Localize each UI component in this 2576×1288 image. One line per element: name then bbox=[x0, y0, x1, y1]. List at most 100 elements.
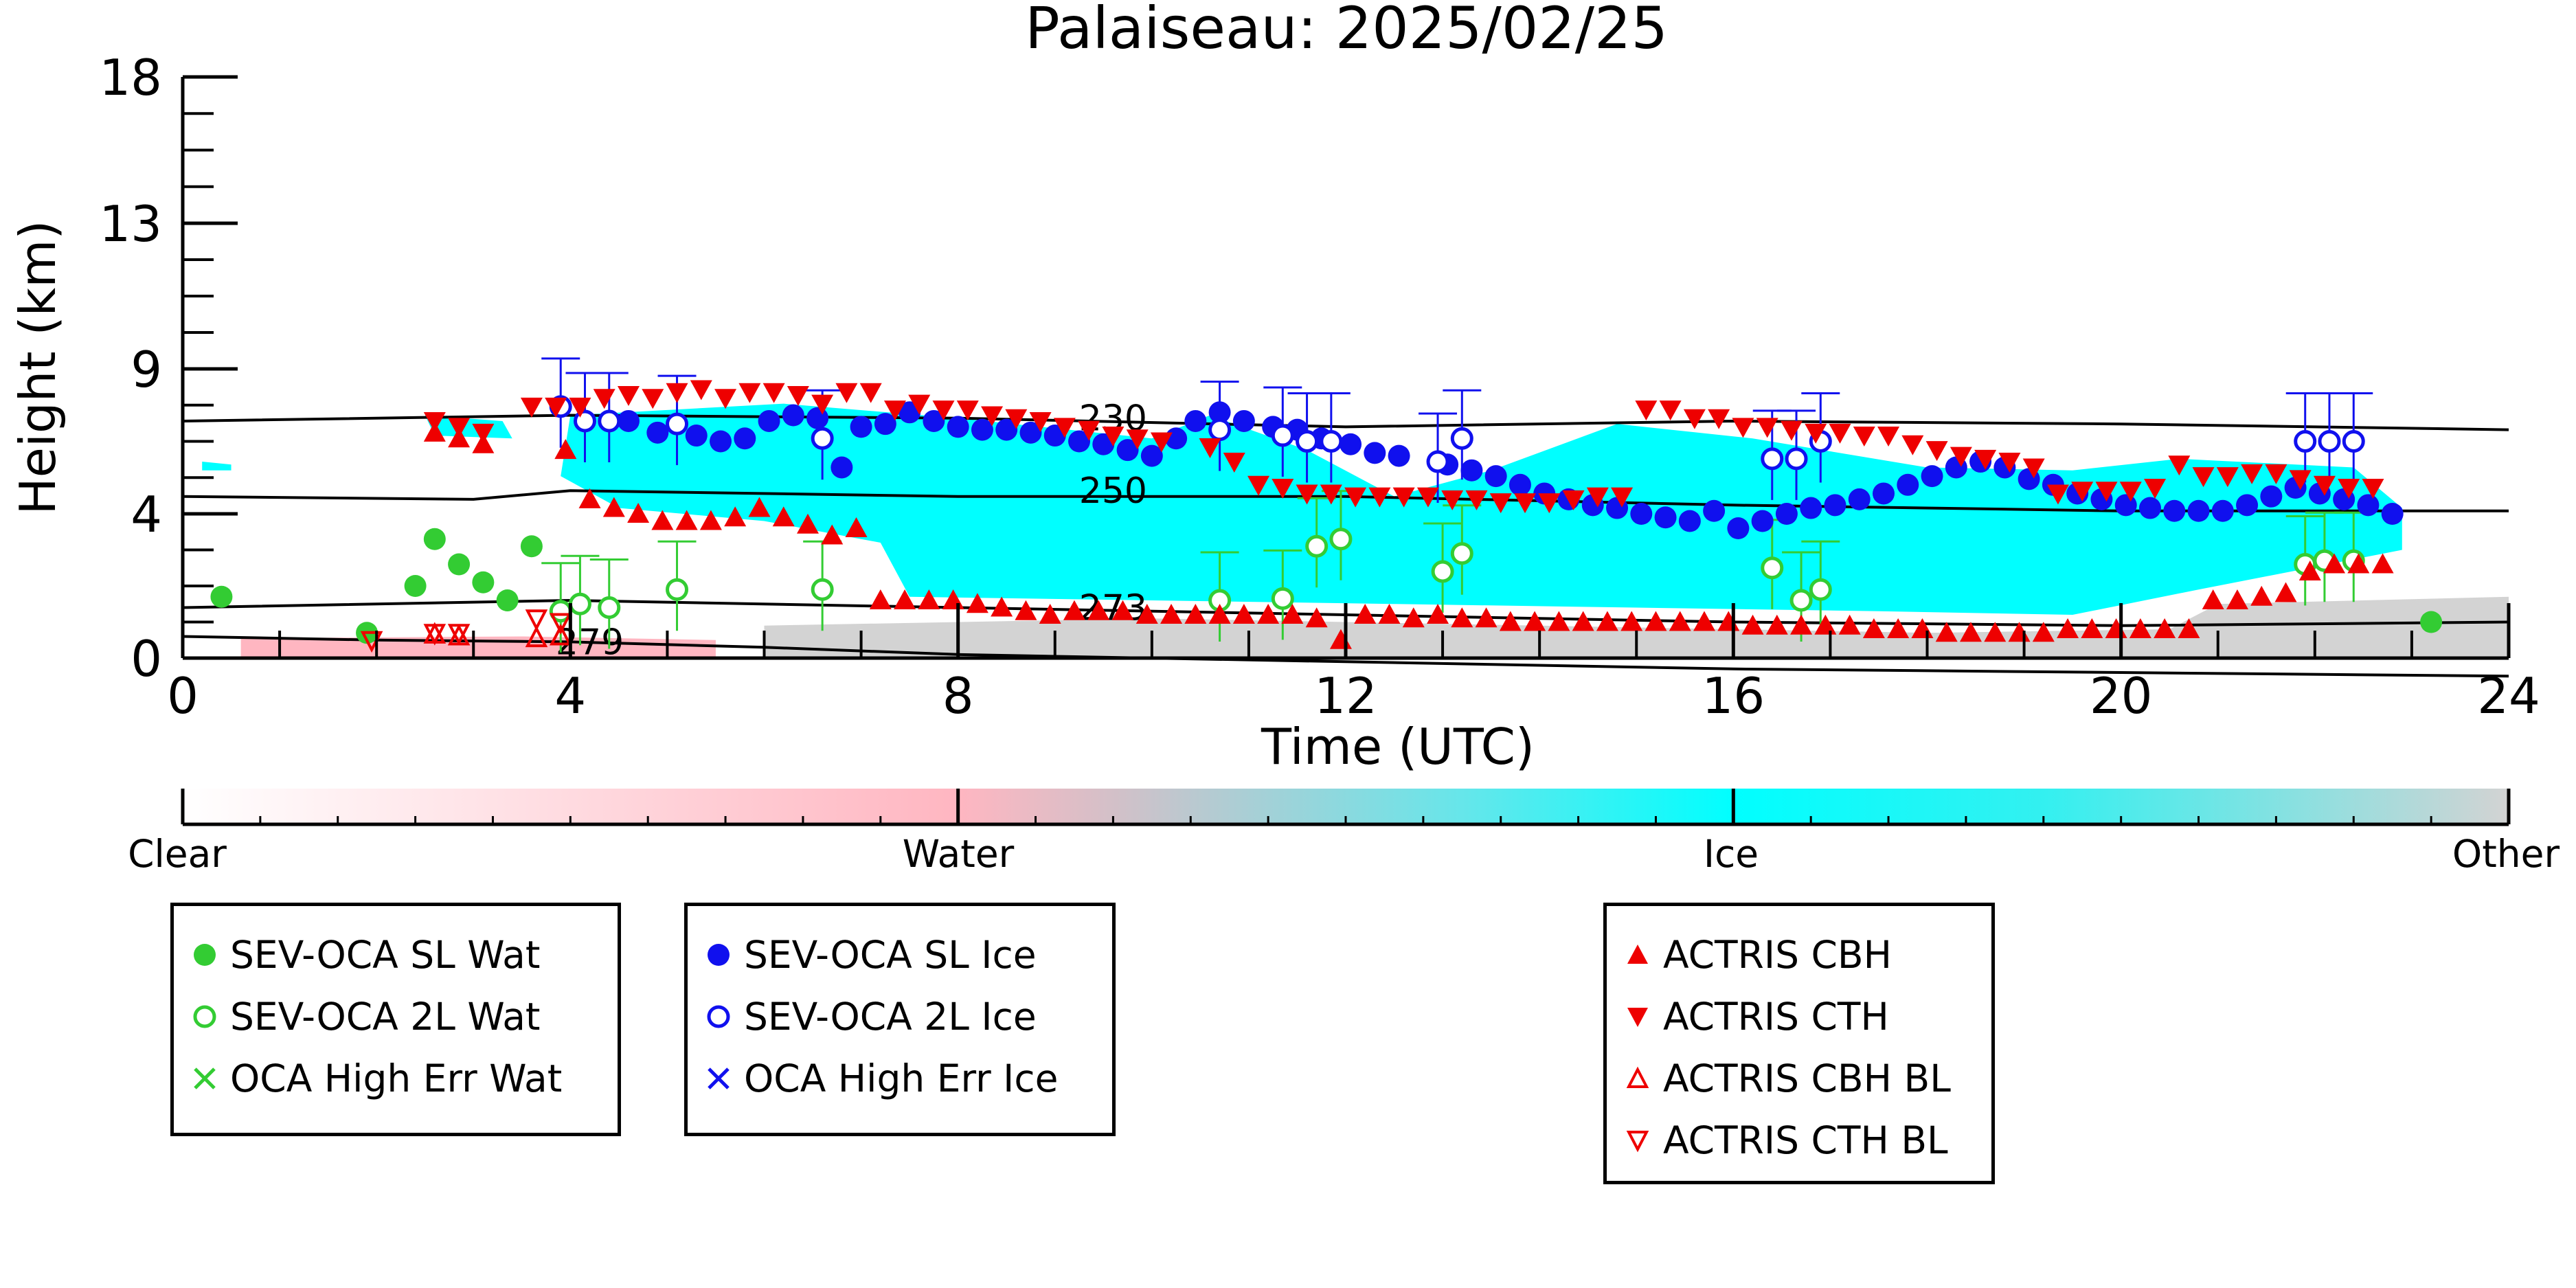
data-point bbox=[811, 427, 834, 450]
y-tick-label: 13 bbox=[99, 195, 162, 253]
data-point bbox=[1150, 432, 1173, 453]
data-point bbox=[1887, 618, 1910, 638]
data-point bbox=[1877, 427, 1900, 447]
data-point bbox=[787, 385, 809, 406]
data-point bbox=[573, 409, 596, 433]
data-point bbox=[1305, 534, 1329, 558]
red-open-triangle-down-icon bbox=[1626, 1131, 1649, 1153]
data-point bbox=[520, 397, 543, 418]
data-point bbox=[2095, 482, 2118, 502]
colorbar-ticks bbox=[181, 789, 2511, 824]
data-point bbox=[1416, 487, 1439, 508]
series-sev-oca-sl-wat bbox=[210, 528, 2443, 644]
data-point bbox=[2192, 467, 2215, 488]
data-point bbox=[593, 389, 615, 409]
data-point bbox=[2057, 618, 2079, 638]
data-point bbox=[1208, 604, 1231, 624]
data-point bbox=[1911, 618, 1934, 638]
ice-region-small bbox=[202, 462, 231, 471]
x-tick-label: 12 bbox=[1314, 667, 1377, 725]
data-point bbox=[714, 389, 737, 409]
legend-item-actris-cth-bl: ACTRIS CTH BL bbox=[1620, 1109, 1991, 1171]
data-point bbox=[811, 394, 834, 415]
ice-region-small bbox=[425, 415, 512, 439]
data-point bbox=[1111, 600, 1134, 620]
data-point bbox=[2138, 497, 2161, 519]
green-x-icon bbox=[194, 1067, 216, 1089]
isotherm-230 bbox=[182, 414, 2509, 431]
legend-label: ACTRIS CTH bbox=[1663, 995, 1889, 1039]
data-point bbox=[525, 609, 548, 631]
data-point bbox=[883, 400, 906, 421]
data-point bbox=[2265, 464, 2287, 484]
data-point bbox=[1431, 560, 1454, 583]
series-markers bbox=[210, 357, 2443, 653]
data-point bbox=[1950, 447, 1972, 467]
data-point bbox=[1998, 453, 2021, 473]
data-point bbox=[578, 488, 601, 508]
data-point bbox=[869, 589, 892, 609]
data-point bbox=[1441, 490, 1464, 510]
data-point bbox=[675, 510, 698, 530]
data-point bbox=[1514, 493, 1537, 514]
data-point bbox=[748, 497, 771, 517]
data-point bbox=[2226, 589, 2248, 609]
data-point bbox=[690, 380, 712, 400]
legend-item-actris-cth: ACTRIS CTH bbox=[1620, 986, 1991, 1048]
data-point bbox=[995, 418, 1018, 441]
legend-label: SEV-OCA 2L Ice bbox=[744, 995, 1037, 1039]
x-tick-label: 0 bbox=[167, 667, 199, 725]
data-point bbox=[666, 412, 689, 436]
data-point bbox=[1654, 506, 1677, 529]
legend-label: SEV-OCA 2L Wat bbox=[230, 995, 541, 1039]
data-point bbox=[758, 409, 780, 432]
data-point bbox=[1703, 499, 1726, 522]
blue-open-circle-icon bbox=[707, 1005, 730, 1028]
data-point bbox=[2071, 482, 2094, 502]
colorbar-label-other: Other bbox=[2452, 832, 2560, 876]
data-point bbox=[918, 589, 940, 609]
data-point bbox=[1897, 473, 1919, 496]
data-point bbox=[1780, 420, 1803, 441]
chart-title: Palaiseau: 2025/02/25 bbox=[1025, 0, 1668, 62]
data-point bbox=[423, 624, 447, 646]
data-point bbox=[2381, 503, 2404, 525]
data-point bbox=[1199, 438, 1221, 458]
data-point bbox=[2216, 467, 2239, 488]
data-point bbox=[874, 413, 896, 436]
isotherm-250 bbox=[182, 489, 2509, 512]
isotherm-label-273: 273 bbox=[1079, 588, 1147, 629]
data-point bbox=[568, 592, 591, 615]
red-open-triangle-up-icon bbox=[1626, 1066, 1649, 1088]
data-point bbox=[1450, 427, 1473, 450]
colorbar-label-clear: Clear bbox=[128, 832, 227, 876]
data-point bbox=[831, 456, 853, 479]
data-point bbox=[738, 383, 761, 403]
data-point bbox=[1853, 427, 1875, 447]
data-point bbox=[1761, 447, 1784, 471]
data-point bbox=[2420, 611, 2443, 633]
data-point bbox=[2144, 479, 2167, 499]
data-point bbox=[1053, 418, 1076, 438]
y-tick-label: 0 bbox=[131, 630, 162, 688]
data-point bbox=[554, 439, 577, 460]
data-point bbox=[1208, 418, 1232, 442]
data-point bbox=[1751, 510, 1774, 532]
data-point bbox=[710, 430, 732, 453]
data-point bbox=[447, 624, 471, 646]
data-point bbox=[1635, 400, 1658, 421]
data-point bbox=[1538, 493, 1561, 514]
data-point bbox=[1800, 497, 1822, 519]
data-point bbox=[699, 510, 722, 530]
isotherm-label-279: 279 bbox=[556, 622, 624, 663]
colorbar-label-ice: Ice bbox=[1704, 832, 1759, 876]
legend-label: ACTRIS CBH BL bbox=[1663, 1057, 1951, 1100]
data-point bbox=[1184, 409, 1207, 432]
data-point bbox=[2347, 553, 2370, 574]
data-point bbox=[1984, 622, 2007, 642]
data-point bbox=[598, 409, 621, 433]
data-point bbox=[1344, 487, 1367, 508]
data-point bbox=[1232, 409, 1255, 432]
ice-region bbox=[561, 403, 2402, 615]
